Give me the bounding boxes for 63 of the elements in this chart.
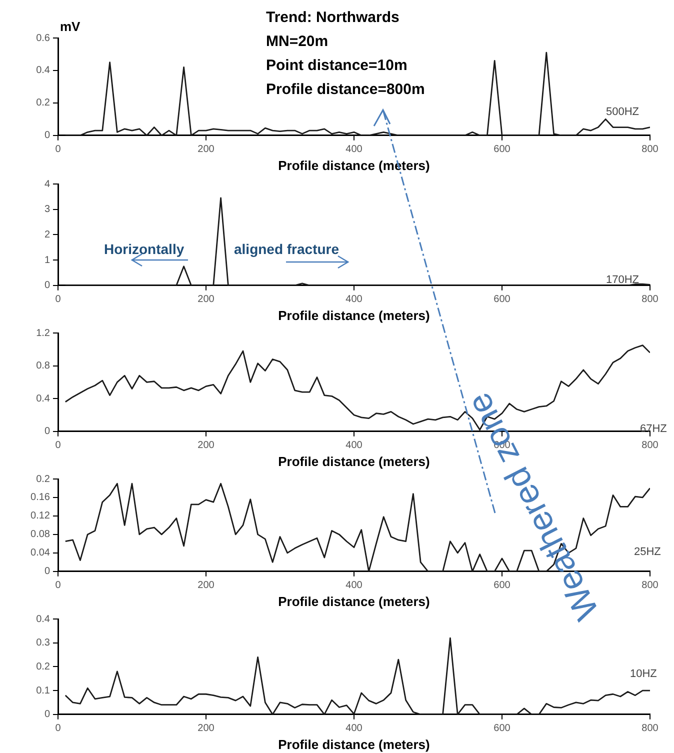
annotation: 67HZ [640,423,667,436]
x-tick-label: 800 [642,723,659,734]
y-tick-label: 0 [44,280,50,292]
x-tick-label: 600 [494,144,511,156]
text: Trend: Northwards [266,9,400,26]
x-tick-label: 400 [346,294,363,306]
x-tick-label: 400 [346,723,363,734]
annotation: Horizontally [104,241,184,258]
x-axis-title: Profile distance (meters) [278,454,430,469]
y-tick-label: 0.2 [36,474,50,485]
x-tick-label: 200 [198,580,215,592]
x-tick-label: 200 [198,723,215,734]
x-tick-label: 200 [198,144,215,156]
annotation: Point distance=10m [266,57,408,74]
y-tick-label: 0 [44,709,50,720]
x-tick-label: 400 [346,580,363,592]
y-tick-label: 0 [44,426,50,438]
y-tick-label: 0.16 [30,492,50,504]
x-tick-label: 0 [55,723,62,734]
y-tick-label: 0.8 [36,360,50,372]
x-tick-label: 0 [55,144,62,156]
x-tick-label: 600 [494,723,511,734]
y-tick-label: 0.4 [36,65,50,76]
annotation: 170HZ [606,274,640,286]
x-tick-label: 0 [55,440,62,452]
y-tick-label: 0.4 [36,393,50,404]
x-tick-label: 800 [642,440,659,452]
x-tick-label: 400 [346,440,363,452]
annotation: 10HZ [630,668,657,680]
y-tick-label: 0.6 [36,32,50,44]
y-tick-label: 0.4 [36,614,50,625]
y-tick-label: 0.2 [36,661,50,672]
annotation: 500HZ [606,106,640,118]
y-axis-title: mV [60,19,81,34]
x-axis-title: Profile distance (meters) [278,736,430,752]
x-tick-label: 200 [198,440,215,452]
x-axis-title: Profile distance (meters) [278,308,430,323]
annotation: aligned fracture [234,241,340,258]
x-tick-label: 400 [346,144,363,156]
y-tick-label: 0.04 [30,548,50,559]
x-tick-label: 600 [494,294,511,306]
y-tick-label: 2 [44,229,50,240]
y-tick-label: 0.3 [36,638,50,649]
annotation: 25HZ [634,546,661,558]
x-tick-label: 800 [642,294,659,306]
y-tick-label: 0.12 [30,510,50,522]
x-tick-label: 0 [55,294,62,306]
annotation: MN=20m [266,33,328,50]
y-tick-label: 3 [44,204,50,216]
y-tick-label: 0.1 [36,685,50,696]
y-tick-label: 0.2 [36,98,50,109]
x-axis-title: Profile distance (meters) [278,594,430,609]
y-tick-label: 4 [44,178,50,190]
y-tick-label: 0.08 [30,529,50,540]
x-tick-label: 0 [55,580,62,592]
y-tick-label: 1.2 [36,328,50,339]
x-tick-label: 200 [198,294,215,306]
annotation: Profile distance=800m [266,81,425,98]
x-tick-label: 800 [642,144,659,156]
x-tick-label: 800 [642,580,659,592]
y-tick-label: 1 [44,254,50,266]
y-tick-label: 0 [44,566,50,578]
y-tick-label: 0 [44,130,50,142]
